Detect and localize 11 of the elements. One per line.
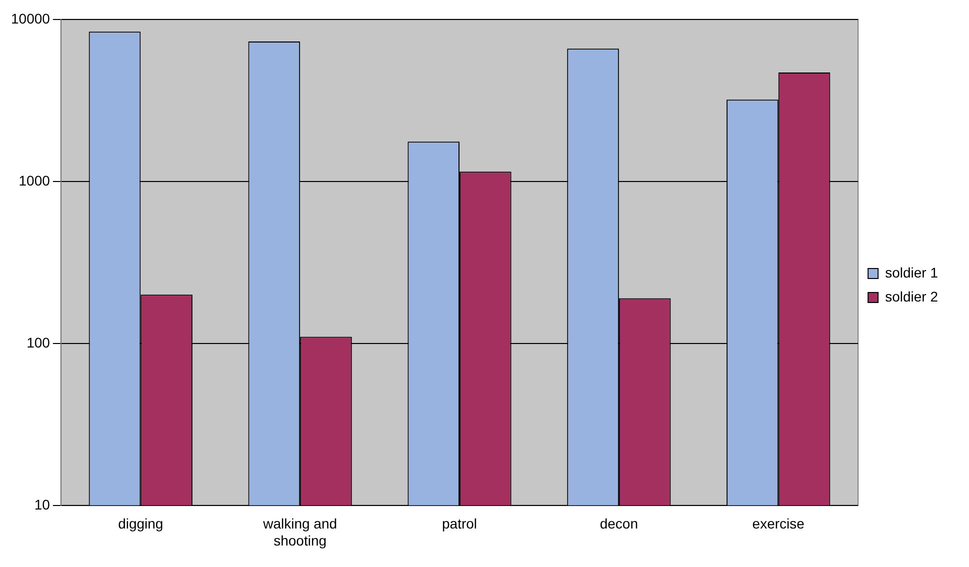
x-tick-label: walking and shooting: [262, 516, 338, 548]
y-tick-label: 10000: [10, 10, 50, 26]
legend-label: soldier 1: [885, 264, 938, 280]
legend-label: soldier 2: [885, 288, 938, 304]
x-tick-label: digging: [118, 516, 164, 532]
x-tick-label: decon: [600, 516, 638, 532]
y-tick-label: 100: [26, 334, 50, 350]
x-tick-label: exercise: [752, 516, 805, 532]
x-tick-label: patrol: [442, 516, 478, 532]
y-tick-label: 10: [34, 496, 50, 512]
y-tick-label: 1000: [18, 172, 50, 188]
